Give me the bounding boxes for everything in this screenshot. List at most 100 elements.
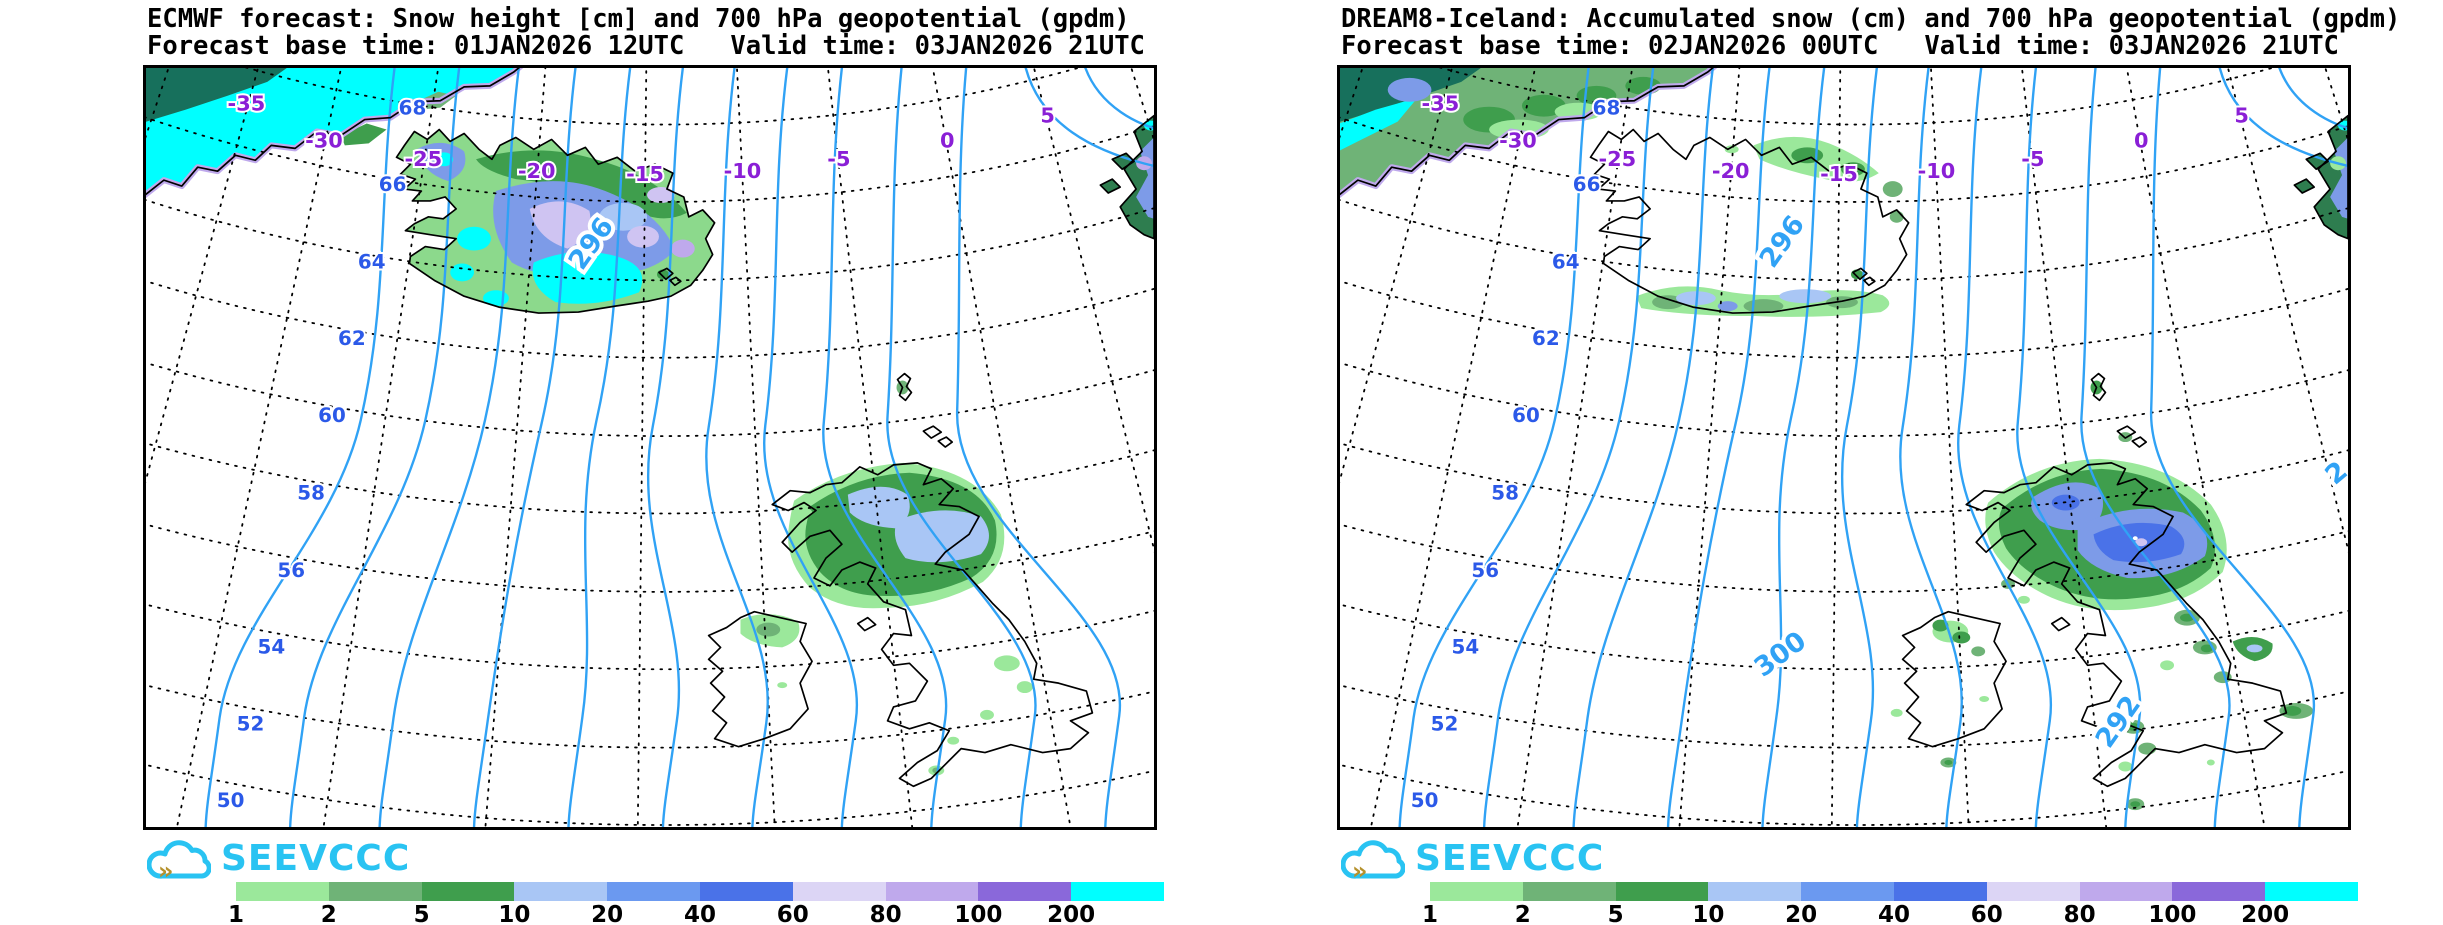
colorbar-segment [792,882,886,901]
colorbar-segment [1801,882,1894,901]
colorbar-tick: 1 [227,902,245,925]
colorbar-tick: 60 [1970,902,2003,925]
latitude-label: 62 [338,327,366,350]
colorbar-segment [607,882,700,901]
colorbar-segment [2172,882,2266,901]
coastline-layer [1340,68,2348,788]
logo-text: SEEVCCC [221,837,411,879]
longitude-label: -30 [305,128,343,152]
coastline-layer [146,68,1154,788]
colorbar-tick: 5 [1607,902,1624,925]
colorbar-segment [2079,882,2173,901]
snow-colorbar: 1 2 5 10 20 40 60 80 100 200 [1422,882,2358,925]
latitude-label: 60 [1512,404,1540,427]
latitude-label: 54 [1452,635,1480,658]
longitude-label: 0 [940,128,955,152]
colorbar-segment [328,882,422,901]
colorbar-tick: 80 [2063,902,2096,925]
latitude-label: 68 [1593,97,1621,120]
panel-title-line1: ECMWF forecast: Snow height [cm] and 700… [147,4,1130,34]
latitude-label: 60 [318,404,346,427]
colorbar-tick: 2 [320,902,337,925]
longitude-label: -20 [518,159,556,183]
colorbar-ticks: 1 2 5 10 20 40 60 80 100 200 [228,902,1164,925]
colorbar-segment [236,882,329,901]
panel-title-line1: DREAM8-Iceland: Accumulated snow (cm) an… [1341,4,2401,34]
longitude-label: -35 [228,92,266,116]
colorbar-segment [421,882,515,901]
colorbar-segment [978,882,1072,901]
longitude-label: -15 [1820,162,1858,186]
colorbar-tick: 40 [683,902,717,925]
snow-shading-layer [1340,68,2348,811]
latitude-label: 50 [217,789,245,812]
colorbar-segment [1893,882,1987,901]
latitude-label: 66 [379,173,407,196]
colorbar-tick: 100 [2148,902,2197,925]
colorbar-tick: 5 [413,902,430,925]
map-frame: 296 -35 -30 -25 -20 -15 -10 -5 0 5 68 66 64 62 60 58 56 5… [143,65,1157,830]
latitude-label: 52 [1431,713,1459,736]
colorbar-ticks: 1 2 5 10 20 40 60 80 100 200 [1422,902,2358,925]
logo-arrows-icon: » [158,857,174,882]
snow-colorbar: 1 2 5 10 20 40 60 80 100 200 [228,882,1164,925]
cloud-icon: » [147,840,211,882]
colorbar-segment [1522,882,1616,901]
colorbar-swatches [236,882,1164,901]
snow-map-ecmwf: 296-35-30-25 -20 -15 -10 -505686664626058565… [143,65,1157,830]
colorbar-segment [2265,882,2358,901]
longitude-label: -20 [1712,159,1750,183]
panel-title-block: ECMWF forecast: Snow height [cm] and 700… [147,6,1145,60]
latitude-label: 64 [1552,250,1580,273]
colorbar-segment [885,882,979,901]
longitude-label: -15 [626,162,664,186]
latitude-label: 68 [399,97,427,120]
colorbar-segment [1986,882,2080,901]
colorbar-swatches [1430,882,2358,901]
longitude-label: 5 [2234,104,2249,128]
latitude-label: 50 [1411,789,1439,812]
map-frame: 296 300 292 2 -35 -30 -25 -20 -15 -10 -5 0 5 68 66 64 62… [1337,65,2351,830]
longitude-label: -10 [724,159,762,183]
latitude-label: 58 [297,482,325,505]
colorbar-tick: 10 [498,902,531,925]
colorbar-segment [1708,882,1802,901]
colorbar-segment [1615,882,1709,901]
logo-text: SEEVCCC [1415,837,1605,879]
panel-title-block: DREAM8-Iceland: Accumulated snow (cm) an… [1341,6,2400,60]
longitude-label: 5 [1040,104,1055,128]
logo-arrows-icon: » [1352,857,1368,882]
colorbar-tick: 10 [1692,902,1725,925]
longitude-label: -5 [827,147,850,171]
longitude-label: -30 [1499,128,1537,152]
longitude-label: 0 [2134,128,2149,152]
longitude-label: -10 [1918,159,1956,183]
panel-title-line2: Forecast base time: 01JAN2026 12UTC Vali… [147,31,1145,61]
colorbar-tick: 20 [1785,902,1818,925]
colorbar-tick: 2 [1514,902,1531,925]
colorbar-tick: 1 [1421,902,1439,925]
longitude-label: -25 [1598,147,1636,171]
colorbar-segment [699,882,793,901]
longitude-label: -35 [1422,92,1460,116]
latitude-label: 62 [1532,327,1560,350]
latitude-label: 52 [237,713,265,736]
panel-title-line2: Forecast base time: 02JAN2026 00UTC Vali… [1341,31,2339,61]
longitude-label: -25 [404,147,442,171]
geopotential-contours-layer [1398,68,2348,827]
latitude-label: 56 [277,559,305,582]
contour-value-label: 296 [1754,210,1812,274]
cloud-icon: » [1341,840,1405,882]
geopotential-contours-layer [204,68,1154,827]
colorbar-tick: 60 [776,902,809,925]
colorbar-segment [514,882,608,901]
seevccc-logo: » SEEVCCC [147,834,410,882]
forecast-panel-ecmwf: ECMWF forecast: Snow height [cm] and 700… [143,0,1253,925]
colorbar-segment [1071,882,1164,901]
latitude-label: 64 [358,250,386,273]
colorbar-segment [1430,882,1523,901]
colorbar-tick: 100 [954,902,1003,925]
colorbar-tick: 200 [1047,902,1096,925]
